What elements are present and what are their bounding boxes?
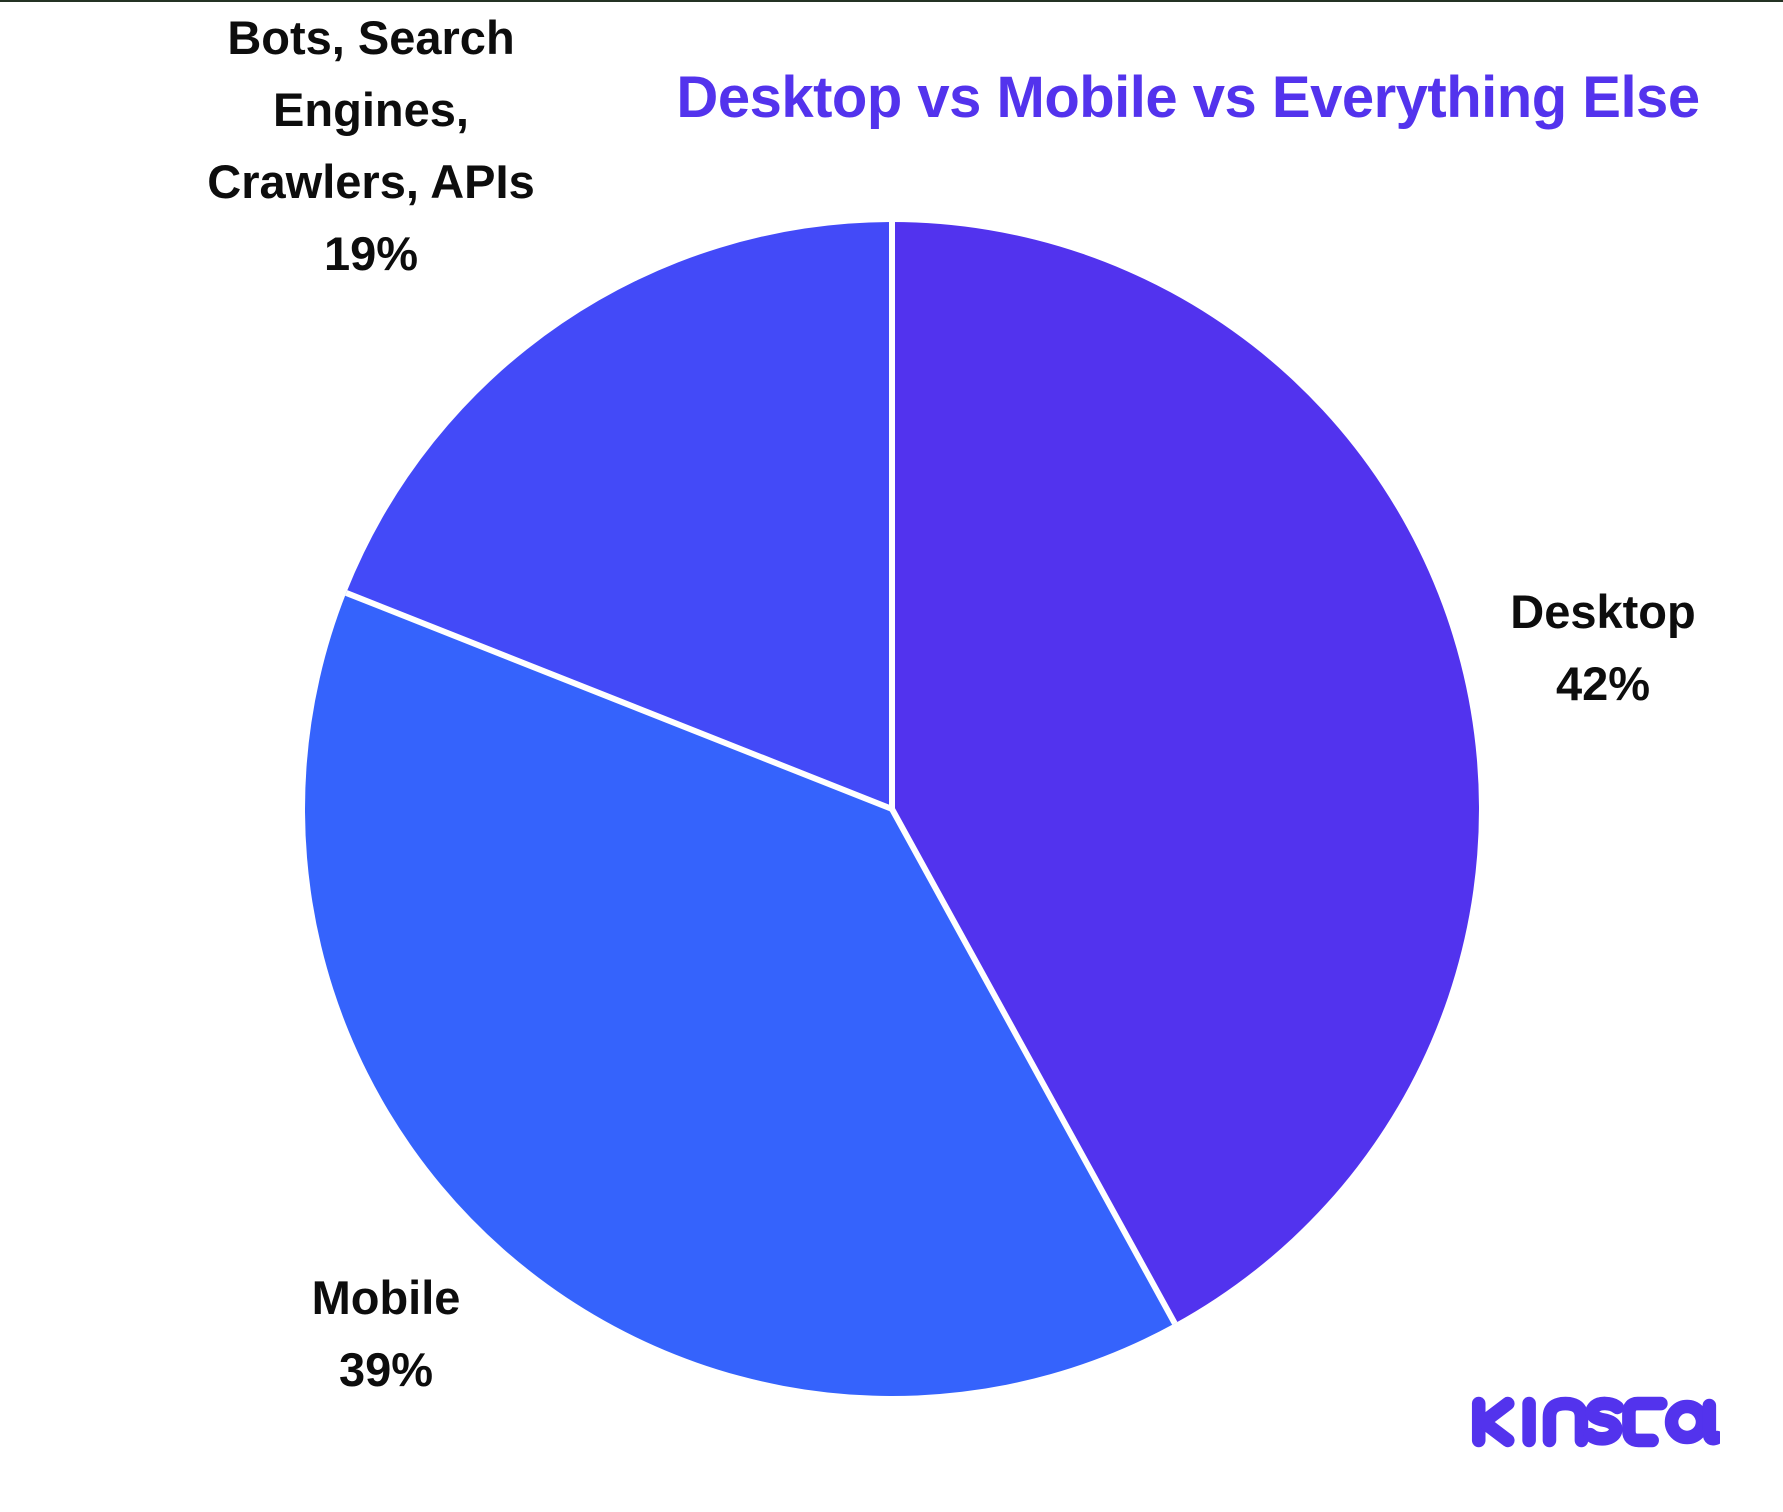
top-border [0, 0, 1783, 2]
pie-slice-desktop [892, 222, 1479, 1324]
chart-title: Desktop vs Mobile vs Everything Else [676, 65, 1700, 130]
logo-letter-t [1622, 1396, 1668, 1448]
slice-divider [889, 807, 1178, 1325]
logo-letter-a [1702, 1398, 1720, 1446]
pie-slice-mobile [305, 592, 1175, 1396]
label-line: Bots, Search [227, 11, 515, 64]
label-bots-slice: Bots, Search Engines, Crawlers, APIs 19% [207, 2, 534, 290]
label-desktop-slice: Desktop 42% [1510, 576, 1695, 720]
label-percent: 19% [323, 227, 419, 280]
logo-letter-n [1542, 1396, 1589, 1448]
logo-letter-s [1583, 1396, 1625, 1446]
slice-divider [345, 590, 894, 812]
label-line: Engines, [273, 83, 469, 136]
logo-letter-a [1664, 1399, 1710, 1445]
label-line: Desktop [1510, 585, 1696, 638]
pie-slice-bots [346, 222, 892, 809]
logo-letter-k [1476, 1396, 1515, 1448]
label-mobile-slice: Mobile 39% [312, 1262, 461, 1406]
label-percent: 39% [338, 1343, 434, 1396]
label-line: Crawlers, APIs [207, 155, 535, 208]
kinsta-logo [1471, 1396, 1720, 1448]
label-percent: 42% [1555, 657, 1651, 710]
label-line: Mobile [311, 1271, 461, 1324]
